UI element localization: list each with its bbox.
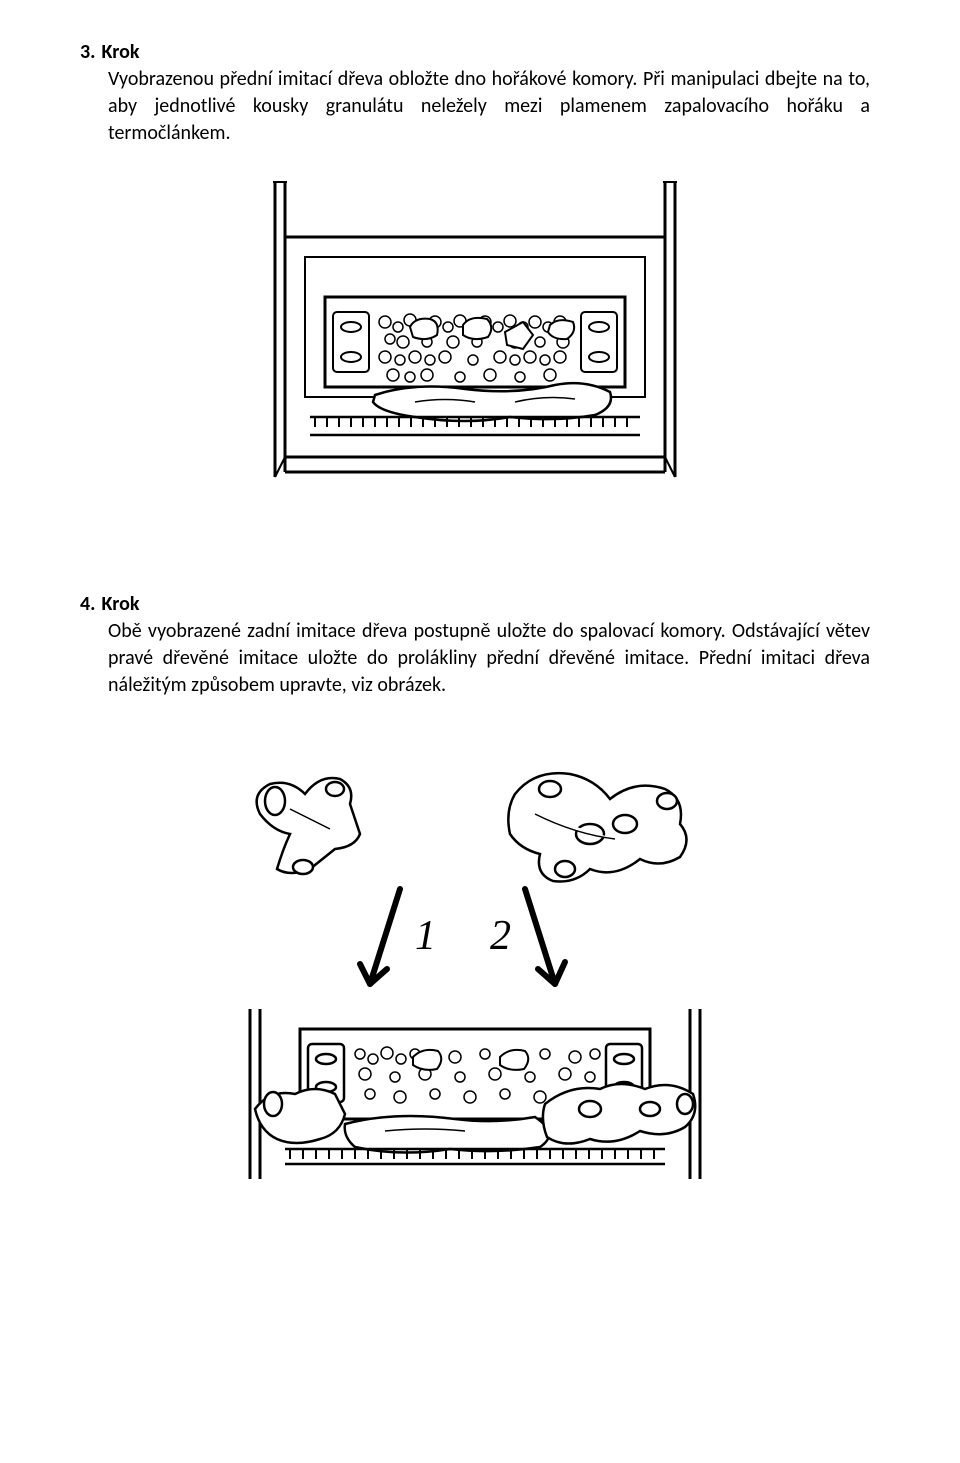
step-3-title: Krok: [101, 40, 139, 64]
step-3-heading: 3.Krok: [80, 40, 870, 64]
document-page: 3.Krok Vyobrazenou přední imitací dřeva …: [0, 0, 960, 1463]
step-3-number: 3.: [80, 40, 95, 64]
step-4-body: Obě vyobrazené zadní imitace dřeva postu…: [108, 618, 870, 699]
step-4-title: Krok: [101, 592, 139, 616]
step-4: 4.Krok Obě vyobrazené zadní imitace dřev…: [80, 592, 870, 699]
step-4-heading: 4.Krok: [80, 592, 870, 616]
arrow-2-label: 2: [490, 913, 511, 959]
figure-1-illustration: [215, 177, 735, 537]
figure-2-container: 1 2: [80, 739, 870, 1184]
step-4-number: 4.: [80, 592, 95, 616]
figure-2-illustration: 1 2: [195, 739, 755, 1179]
figure-1-container: [80, 177, 870, 542]
step-3-body: Vyobrazenou přední imitací dřeva obložte…: [108, 66, 870, 147]
step-3: 3.Krok Vyobrazenou přední imitací dřeva …: [80, 40, 870, 147]
arrow-1-label: 1: [415, 913, 436, 959]
